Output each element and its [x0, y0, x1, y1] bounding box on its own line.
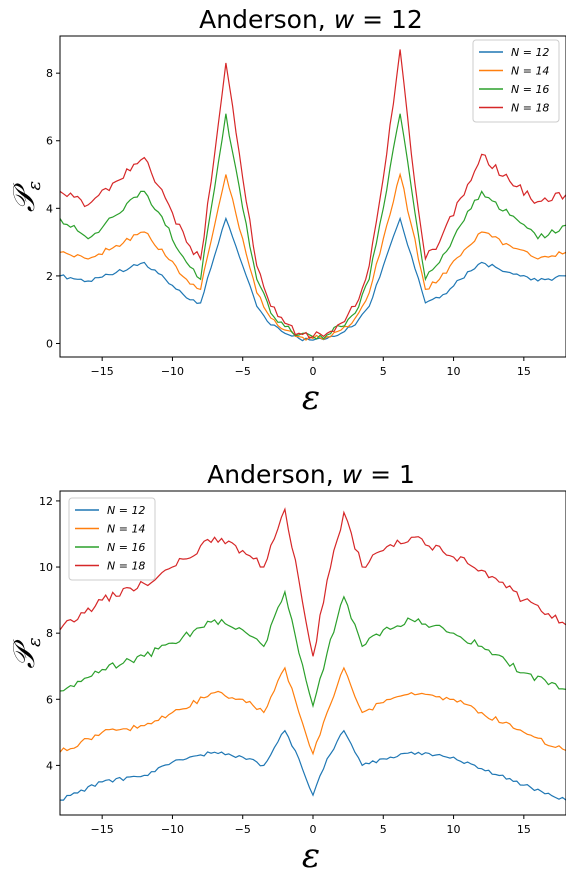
x-tick-label: −10: [161, 365, 184, 378]
chart-2: −15 −10 −5 0 5 10 15 4 6 8 10 12 Anderson, w = 1 ε 𝒫ε N…: [7, 460, 566, 871]
y-tick-label: 2: [46, 270, 53, 283]
x-tick-label: 0: [310, 365, 317, 378]
y-axis-label: 𝒫ε: [7, 181, 45, 212]
legend-label: N = 18: [107, 560, 145, 573]
x-tick-label: 5: [380, 365, 387, 378]
legend-label: N = 18: [511, 102, 549, 115]
y-tick-label: 4: [46, 759, 53, 772]
series-line-N-14: [60, 172, 566, 341]
y-axis-label: 𝒫ε: [7, 637, 45, 668]
series-group: [60, 507, 566, 801]
legend-label: N = 12: [107, 504, 145, 517]
series-line-N-12: [60, 216, 566, 342]
series-line-N-18: [60, 507, 566, 657]
series-line-N-16: [60, 113, 566, 340]
chart-1: −15 −10 −5 0 5 10 15 0 2 4 6 8 Anderson, w = 12 ε 𝒫ε N …: [7, 5, 566, 418]
x-tick-label: 5: [380, 823, 387, 836]
y-tick-label: 8: [46, 627, 53, 640]
legend: N = 12 N = 14 N = 16 N = 18: [68, 497, 156, 581]
series-line-N-16: [60, 589, 566, 709]
legend-label: N = 12: [511, 46, 549, 59]
chart-title: Anderson, w = 1: [207, 460, 415, 489]
y-tick-label: 6: [46, 135, 53, 148]
series-line-N-14: [60, 666, 566, 756]
legend-label: N = 16: [511, 83, 549, 96]
chart-title: Anderson, w = 12: [199, 5, 423, 34]
legend-box: [68, 497, 156, 581]
x-tick-label: 10: [447, 823, 461, 836]
y-tick-label: 4: [46, 202, 53, 215]
y-tick-label: 8: [46, 67, 53, 80]
series-group: [60, 49, 566, 342]
x-tick-label: −5: [235, 823, 251, 836]
x-axis-label: ε: [302, 836, 320, 871]
y-tick-label: 12: [39, 495, 53, 508]
y-tick-label: 6: [46, 693, 53, 706]
legend-label: N = 16: [107, 541, 145, 554]
series-line-N-12: [60, 729, 566, 801]
x-tick-label: 15: [517, 365, 531, 378]
x-axis-label: ε: [302, 378, 320, 418]
legend-label: N = 14: [107, 523, 145, 536]
x-tick-label: 10: [447, 365, 461, 378]
series-line-N-18: [60, 49, 566, 339]
x-tick-label: −5: [235, 365, 251, 378]
legend: N = 12 N = 14 N = 16 N = 18: [472, 39, 560, 123]
x-tick-label: −10: [161, 823, 184, 836]
x-tick-label: 15: [517, 823, 531, 836]
legend-label: N = 14: [511, 65, 549, 78]
legend-box: [472, 39, 560, 123]
y-tick-label: 0: [46, 337, 53, 350]
x-tick-label: −15: [91, 365, 114, 378]
y-tick-label: 10: [39, 561, 53, 574]
x-tick-label: 0: [310, 823, 317, 836]
x-tick-label: −15: [91, 823, 114, 836]
